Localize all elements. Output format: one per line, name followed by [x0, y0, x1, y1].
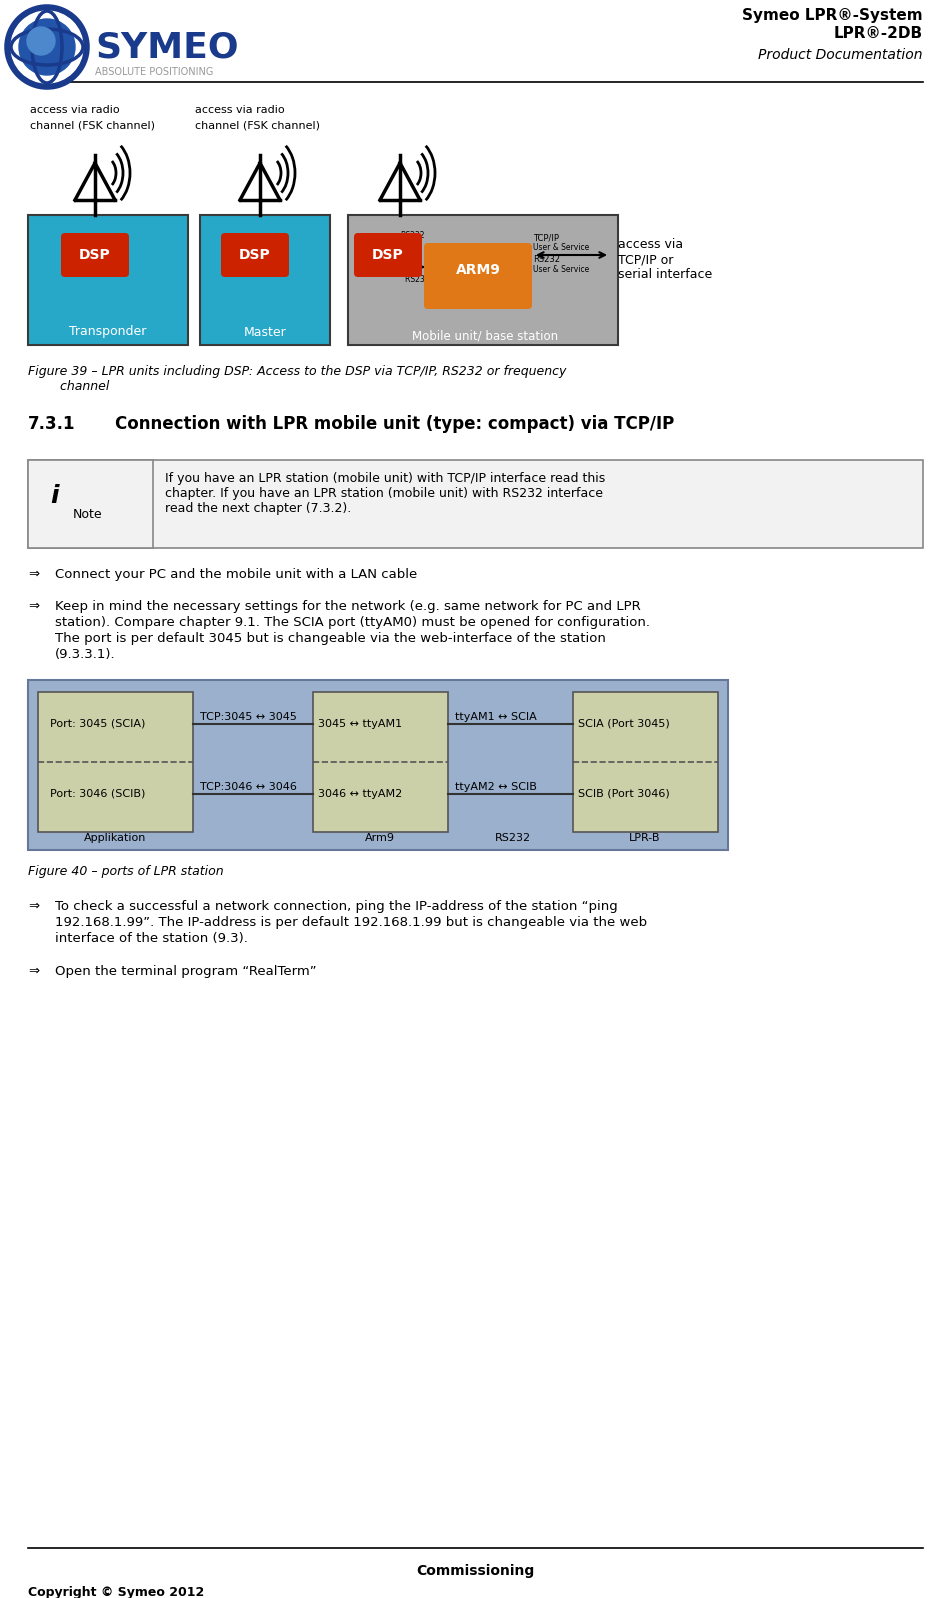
Text: Connect your PC and the mobile unit with a LAN cable: Connect your PC and the mobile unit with… [55, 567, 417, 582]
Text: To check a successful a network connection, ping the IP-address of the station “: To check a successful a network connecti… [55, 900, 618, 912]
Text: Port: 3046 (SCIB): Port: 3046 (SCIB) [50, 789, 146, 799]
Text: User: User [400, 241, 417, 249]
Text: SCIA (Port 3045): SCIA (Port 3045) [578, 719, 670, 729]
Text: ttyAM2 ↔ SCIB: ttyAM2 ↔ SCIB [455, 781, 537, 793]
Text: ⇒: ⇒ [28, 599, 39, 614]
Circle shape [11, 11, 83, 83]
Text: TCP:3046 ↔ 3046: TCP:3046 ↔ 3046 [200, 781, 297, 793]
Text: access via radio: access via radio [195, 105, 284, 115]
Text: DSP: DSP [372, 248, 404, 262]
Text: RS232: RS232 [400, 230, 424, 240]
FancyBboxPatch shape [28, 460, 923, 548]
Text: i: i [50, 484, 59, 508]
Circle shape [7, 6, 87, 86]
Text: ⇒: ⇒ [28, 567, 39, 582]
Text: Note: Note [73, 508, 103, 521]
FancyBboxPatch shape [348, 216, 618, 345]
Text: interface of the station (9.3).: interface of the station (9.3). [55, 932, 248, 944]
Text: Figure 39 – LPR units including DSP: Access to the DSP via TCP/IP, RS232 or freq: Figure 39 – LPR units including DSP: Acc… [28, 364, 567, 393]
FancyBboxPatch shape [28, 216, 188, 345]
Text: 192.168.1.99”. The IP-address is per default 192.168.1.99 but is changeable via : 192.168.1.99”. The IP-address is per def… [55, 916, 647, 928]
Text: ARM9: ARM9 [456, 264, 500, 276]
Text: DSP: DSP [239, 248, 271, 262]
FancyBboxPatch shape [28, 460, 153, 548]
Text: TCP/IP: TCP/IP [533, 233, 559, 243]
Text: Mobile unit/ base station: Mobile unit/ base station [412, 329, 558, 342]
Text: RS232: RS232 [495, 833, 531, 844]
Text: RS232: RS232 [533, 256, 560, 265]
FancyBboxPatch shape [573, 692, 718, 833]
Text: Symeo LPR®-System: Symeo LPR®-System [743, 8, 923, 22]
Text: Figure 40 – ports of LPR station: Figure 40 – ports of LPR station [28, 865, 223, 877]
Text: 3045 ↔ ttyAM1: 3045 ↔ ttyAM1 [318, 719, 402, 729]
Circle shape [27, 27, 55, 54]
Text: channel (FSK channel): channel (FSK channel) [195, 120, 320, 129]
Text: read the next chapter (7.3.2).: read the next chapter (7.3.2). [165, 502, 351, 515]
FancyBboxPatch shape [61, 233, 129, 276]
Text: Commissioning: Commissioning [416, 1564, 534, 1577]
Text: Copyright © Symeo 2012: Copyright © Symeo 2012 [28, 1585, 204, 1598]
Text: Port: 3045 (SCIA): Port: 3045 (SCIA) [50, 719, 146, 729]
Text: Keep in mind the necessary settings for the network (e.g. same network for PC an: Keep in mind the necessary settings for … [55, 599, 641, 614]
FancyBboxPatch shape [38, 692, 193, 833]
Text: SYMEO: SYMEO [95, 30, 239, 64]
Text: TCP:3045 ↔ 3045: TCP:3045 ↔ 3045 [200, 713, 297, 722]
Text: ⇒: ⇒ [28, 900, 39, 912]
Text: The port is per default 3045 but is changeable via the web-interface of the stat: The port is per default 3045 but is chan… [55, 631, 606, 646]
FancyBboxPatch shape [354, 233, 422, 276]
Text: Product Documentation: Product Documentation [759, 48, 923, 62]
Text: ⇒: ⇒ [28, 965, 39, 978]
FancyBboxPatch shape [313, 692, 448, 833]
Text: 7.3.1: 7.3.1 [28, 415, 75, 433]
Text: Transponder: Transponder [69, 326, 146, 339]
Text: ttyAM1 ↔ SCIA: ttyAM1 ↔ SCIA [455, 713, 536, 722]
Text: LPR®-2DB: LPR®-2DB [834, 26, 923, 42]
Text: User & Service: User & Service [533, 243, 590, 252]
Text: DSP: DSP [79, 248, 111, 262]
FancyBboxPatch shape [221, 233, 289, 276]
Text: Master: Master [243, 326, 286, 339]
FancyBboxPatch shape [200, 216, 330, 345]
Text: (9.3.3.1).: (9.3.3.1). [55, 649, 116, 662]
Text: User & Service: User & Service [533, 265, 590, 275]
Text: Connection with LPR mobile unit (type: compact) via TCP/IP: Connection with LPR mobile unit (type: c… [115, 415, 674, 433]
Text: Open the terminal program “RealTerm”: Open the terminal program “RealTerm” [55, 965, 317, 978]
Text: serial interface: serial interface [618, 268, 712, 281]
Text: Arm9: Arm9 [365, 833, 395, 844]
Text: Applikation: Applikation [84, 833, 146, 844]
Text: chapter. If you have an LPR station (mobile unit) with RS232 interface: chapter. If you have an LPR station (mob… [165, 487, 603, 500]
Text: station). Compare chapter 9.1. The SCIA port (ttyAM0) must be opened for configu: station). Compare chapter 9.1. The SCIA … [55, 615, 650, 630]
Text: ABSOLUTE POSITIONING: ABSOLUTE POSITIONING [95, 67, 213, 77]
Text: channel (FSK channel): channel (FSK channel) [30, 120, 155, 129]
Text: 3046 ↔ ttyAM2: 3046 ↔ ttyAM2 [318, 789, 402, 799]
FancyBboxPatch shape [28, 681, 728, 850]
Circle shape [19, 19, 75, 75]
FancyBboxPatch shape [424, 243, 532, 308]
Text: access via radio: access via radio [30, 105, 120, 115]
Text: TCP/IP or: TCP/IP or [618, 254, 673, 267]
Text: If you have an LPR station (mobile unit) with TCP/IP interface read this: If you have an LPR station (mobile unit)… [165, 471, 605, 486]
Text: access via: access via [618, 238, 683, 251]
Text: RS232 Service: RS232 Service [405, 275, 460, 284]
Text: LPR-B: LPR-B [630, 833, 661, 844]
Text: SCIB (Port 3046): SCIB (Port 3046) [578, 789, 670, 799]
